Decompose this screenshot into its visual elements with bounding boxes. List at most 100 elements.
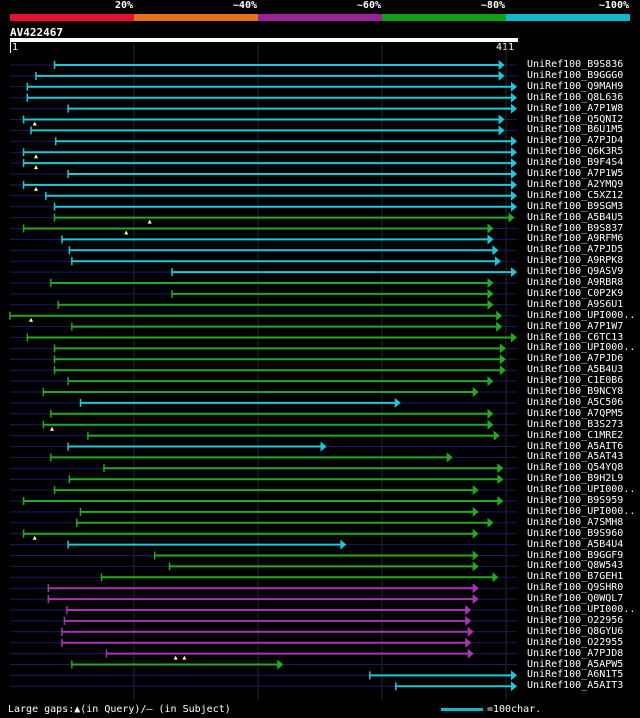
hit-name-link[interactable]: UniRef100_C1E0B6 (527, 375, 624, 387)
hit-name-link[interactable]: UniRef100_A5AIT6 (527, 440, 624, 452)
hit-name-link[interactable]: UniRef100_A7PJD4 (527, 135, 624, 147)
hit-name-link[interactable]: UniRef100_Q8L636 (527, 91, 624, 103)
hit-arrowhead (499, 343, 506, 354)
hit-name-link[interactable]: UniRef100_C5XZ12 (527, 189, 624, 201)
hit-row (10, 626, 517, 637)
hit-name-link[interactable]: UniRef100_B9GGG0 (527, 69, 624, 81)
hit-name-link[interactable]: UniRef100_A7P1W8 (527, 102, 624, 114)
hit-row (10, 419, 517, 431)
hit-name-link[interactable]: UniRef100_A7P1W7 (527, 320, 624, 332)
hit-name-link[interactable]: UniRef100_C1MRE2 (527, 429, 624, 441)
hit-name-link[interactable]: UniRef100_A5APW5 (527, 658, 624, 670)
hit-row (10, 245, 517, 256)
hit-name-link[interactable]: UniRef100_A7PJD5 (527, 244, 624, 256)
hit-name-link[interactable]: UniRef100_A9S6U1 (527, 298, 624, 310)
hit-row (10, 365, 517, 376)
hit-name-link[interactable]: UniRef100_UPI000.. (527, 505, 636, 517)
query-title: AV422467 (10, 26, 63, 39)
hit-name-link[interactable]: UniRef100_B9F4S4 (527, 157, 624, 169)
hit-name-link[interactable]: UniRef100_A5C506 (527, 396, 624, 408)
hit-name-link[interactable]: UniRef100_Q8W543 (527, 560, 624, 572)
hit-name-link[interactable]: UniRef100_A2YMQ9 (527, 178, 624, 190)
hit-row (10, 681, 517, 692)
query-bar (10, 38, 518, 42)
hit-row (10, 561, 517, 572)
hit-arrowhead (487, 419, 494, 430)
hit-name-link[interactable]: UniRef100_UPI000.. (527, 484, 636, 496)
hit-name-link[interactable]: UniRef100_UPI000.. (527, 604, 636, 615)
hit-name-link[interactable]: UniRef100_Q9ASV9 (527, 266, 624, 278)
hit-name-link[interactable]: UniRef100_Q8GYU6 (527, 625, 624, 637)
hit-arrowhead (394, 397, 401, 408)
hit-name-link[interactable]: UniRef100_Q5QNI2 (527, 113, 624, 125)
hit-arrowhead (487, 408, 494, 419)
hit-name-link[interactable]: UniRef100_A9RPK8 (527, 255, 624, 267)
hit-name-link[interactable]: UniRef100_A5AT43 (527, 451, 624, 463)
hit-name-link[interactable]: UniRef100_Q0WQL7 (527, 593, 624, 605)
hit-name-link[interactable]: UniRef100_B9SGM3 (527, 200, 624, 212)
hit-name-link[interactable]: UniRef100_A9RBR8 (527, 277, 624, 288)
hit-name-link[interactable]: UniRef100_A6N1T5 (527, 669, 624, 681)
hit-arrowhead (511, 158, 517, 169)
hit-row (10, 550, 517, 561)
hit-arrowhead (494, 256, 501, 267)
hit-arrowhead (499, 354, 506, 365)
hit-name-link[interactable]: UniRef100_A7QPM5 (527, 407, 624, 419)
hit-row (10, 278, 517, 288)
hit-arrowhead (496, 321, 503, 332)
hit-name-link[interactable]: UniRef100_O22955 (527, 636, 624, 648)
hit-name-link[interactable]: UniRef100_Q9MAH9 (527, 80, 624, 92)
hit-name-link[interactable]: UniRef100_Q6K3R5 (527, 146, 624, 158)
hit-name-link[interactable]: UniRef100_B9S959 (527, 495, 624, 506)
hit-arrowhead (511, 267, 517, 278)
hit-name-link[interactable]: UniRef100_B7GEH1 (527, 571, 624, 583)
hit-row (10, 659, 517, 670)
hit-name-link[interactable]: UniRef100_UPI000.. (527, 309, 636, 321)
hit-name-link[interactable]: UniRef100_UPI000.. (527, 342, 636, 354)
hit-arrowhead (511, 92, 517, 103)
hit-name-link[interactable]: UniRef100_B6U1M5 (527, 124, 624, 136)
hit-name-link[interactable]: UniRef100_A9RFM6 (527, 233, 624, 245)
hit-arrowhead (497, 474, 504, 485)
hit-row (10, 397, 517, 408)
hit-arrowhead (487, 299, 494, 310)
hit-name-link[interactable]: UniRef100_B9H2L9 (527, 473, 624, 485)
hit-name-link[interactable]: UniRef100_B9GGF9 (527, 549, 624, 561)
hit-row (10, 169, 517, 179)
hit-name-link[interactable]: UniRef100_A7PJD8 (527, 647, 624, 659)
hit-name-link[interactable]: UniRef100_O22956 (527, 614, 624, 626)
hit-row (10, 528, 517, 540)
hit-arrowhead (487, 234, 494, 245)
hit-row (10, 572, 517, 583)
query-gap-marker (124, 230, 129, 235)
hit-name-link[interactable]: UniRef100_B9S960 (527, 527, 624, 539)
query-gap-marker (33, 154, 38, 159)
hit-name-link[interactable]: UniRef100_A5B4U3 (527, 364, 624, 376)
hit-name-link[interactable]: UniRef100_C0P2K9 (527, 287, 624, 299)
query-gap-marker (29, 317, 34, 322)
hit-name-link[interactable]: UniRef100_B9S836 (527, 59, 624, 70)
identity-legend-bar (10, 14, 630, 21)
legend-label-20: 20% (114, 0, 133, 11)
hit-row (10, 147, 517, 159)
hit-arrowhead (465, 605, 472, 615)
legend-label-80: ~80% (480, 0, 505, 11)
hit-name-link[interactable]: UniRef100_B9NCY8 (527, 386, 624, 397)
hit-name-link[interactable]: UniRef100_A5AIT3 (527, 680, 624, 692)
hit-name-link[interactable]: UniRef100_A5B4U5 (527, 211, 624, 223)
hit-name-link[interactable]: UniRef100_A7P1W5 (527, 168, 624, 179)
hit-name-link[interactable]: UniRef100_Q54YQ8 (527, 462, 624, 474)
hit-name-link[interactable]: UniRef100_C6TC13 (527, 331, 624, 343)
hit-name-link[interactable]: UniRef100_B3S273 (527, 418, 624, 430)
hit-arrowhead (511, 136, 517, 147)
hit-name-link[interactable]: UniRef100_B9S837 (527, 222, 624, 234)
hit-name-link[interactable]: UniRef100_A5B4U4 (527, 538, 624, 550)
hit-arrowhead (492, 572, 499, 583)
hit-name-link[interactable]: UniRef100_A7SMH8 (527, 516, 624, 528)
hit-arrowhead (492, 245, 499, 256)
hit-name-link[interactable]: UniRef100_A7PJD6 (527, 353, 624, 365)
hit-arrowhead (467, 626, 474, 637)
hit-name-link[interactable]: UniRef100_Q9SHR0 (527, 582, 624, 594)
hit-arrowhead (511, 332, 517, 343)
hit-row (10, 158, 517, 170)
